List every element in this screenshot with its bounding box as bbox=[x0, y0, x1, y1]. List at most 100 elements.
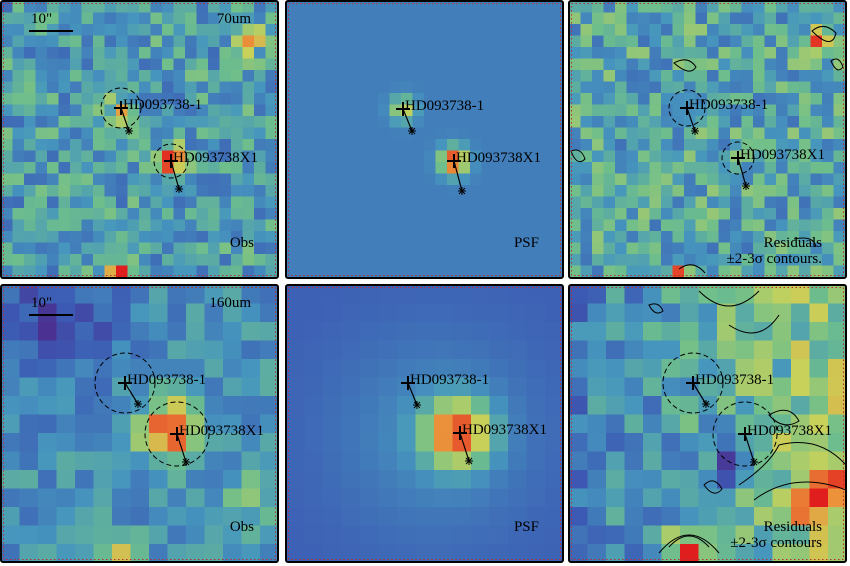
pixel bbox=[649, 162, 662, 174]
pixel bbox=[130, 507, 150, 526]
pixel bbox=[504, 173, 517, 186]
pixel bbox=[309, 24, 321, 36]
pixel bbox=[81, 47, 94, 59]
pixel bbox=[231, 35, 243, 48]
pixel bbox=[504, 104, 517, 117]
pixel bbox=[309, 162, 321, 174]
contour bbox=[678, 264, 706, 274]
pixel bbox=[643, 396, 662, 415]
pixel bbox=[35, 70, 48, 82]
pixel bbox=[127, 173, 140, 186]
source-label: HD093738-1 bbox=[689, 97, 768, 113]
pixel bbox=[378, 196, 390, 209]
pixel bbox=[580, 196, 593, 209]
pixel bbox=[320, 254, 333, 266]
pixel bbox=[12, 219, 25, 232]
pixel bbox=[223, 433, 242, 452]
pixel bbox=[698, 303, 718, 323]
pixel bbox=[173, 242, 186, 255]
pixel bbox=[672, 173, 685, 186]
source-label: HD093738-1 bbox=[405, 98, 484, 114]
pixel bbox=[167, 414, 187, 434]
pixel bbox=[219, 219, 232, 232]
pixel bbox=[1, 24, 13, 36]
pixel bbox=[730, 185, 742, 197]
pixel bbox=[638, 150, 650, 163]
pixel bbox=[12, 58, 25, 71]
pixel bbox=[504, 254, 517, 266]
pixel bbox=[539, 116, 551, 128]
pixel bbox=[661, 185, 673, 197]
pixel bbox=[208, 231, 220, 243]
plus-marker bbox=[114, 101, 128, 115]
pixel bbox=[753, 116, 765, 128]
pixel bbox=[504, 70, 517, 82]
pixel bbox=[526, 525, 546, 545]
pixel bbox=[741, 162, 754, 174]
pixel bbox=[787, 1, 800, 13]
pixel bbox=[435, 12, 448, 25]
pixel bbox=[580, 265, 593, 278]
pixel bbox=[223, 525, 242, 545]
pixel bbox=[550, 242, 563, 255]
pixel bbox=[286, 1, 298, 13]
pixel bbox=[587, 377, 607, 397]
pixel bbox=[286, 470, 305, 489]
pixel bbox=[378, 139, 390, 151]
pixel bbox=[219, 116, 232, 128]
pixel bbox=[481, 47, 494, 59]
pixel bbox=[718, 162, 731, 174]
pixel bbox=[471, 507, 490, 526]
pixel bbox=[569, 185, 581, 197]
pixel bbox=[661, 58, 673, 71]
pixel bbox=[526, 340, 546, 360]
pixel bbox=[1, 150, 13, 163]
pixel bbox=[764, 81, 777, 94]
pixel bbox=[809, 470, 829, 489]
pixel bbox=[231, 196, 243, 209]
pixel bbox=[265, 162, 278, 174]
pixel bbox=[1, 507, 20, 526]
pixel bbox=[624, 322, 644, 341]
pixel bbox=[265, 254, 278, 266]
pixel bbox=[718, 93, 731, 105]
pixel bbox=[672, 93, 685, 105]
pixel bbox=[104, 208, 117, 220]
pixel bbox=[672, 24, 685, 36]
pixel bbox=[435, 185, 448, 197]
pixel bbox=[718, 127, 731, 140]
pixel bbox=[104, 1, 117, 13]
pixel bbox=[112, 322, 131, 341]
pixel bbox=[12, 47, 25, 59]
pixel bbox=[309, 139, 321, 151]
pixel bbox=[580, 116, 593, 128]
pixel bbox=[516, 58, 528, 71]
pixel bbox=[684, 219, 696, 232]
pixel bbox=[223, 322, 242, 341]
pixel bbox=[772, 322, 792, 341]
pixel bbox=[304, 544, 324, 562]
pixel bbox=[104, 35, 117, 48]
pixel bbox=[603, 254, 616, 266]
pixel bbox=[297, 231, 310, 243]
pixel bbox=[241, 488, 261, 508]
pixel bbox=[297, 116, 310, 128]
pixel bbox=[139, 58, 151, 71]
pixel bbox=[397, 544, 416, 562]
pixel bbox=[718, 70, 731, 82]
pixel bbox=[424, 162, 436, 174]
pixel bbox=[397, 322, 416, 341]
pixel bbox=[343, 196, 356, 209]
pixel bbox=[452, 322, 472, 341]
pixel bbox=[707, 116, 719, 128]
pixel bbox=[626, 150, 639, 163]
pixel bbox=[241, 414, 261, 434]
pixel bbox=[684, 242, 696, 255]
pixel bbox=[162, 93, 174, 105]
pixel bbox=[231, 58, 243, 71]
pixel bbox=[626, 24, 639, 36]
pixel bbox=[286, 285, 305, 304]
pixel bbox=[162, 81, 174, 94]
pixel bbox=[260, 340, 278, 360]
pixel bbox=[470, 150, 482, 163]
